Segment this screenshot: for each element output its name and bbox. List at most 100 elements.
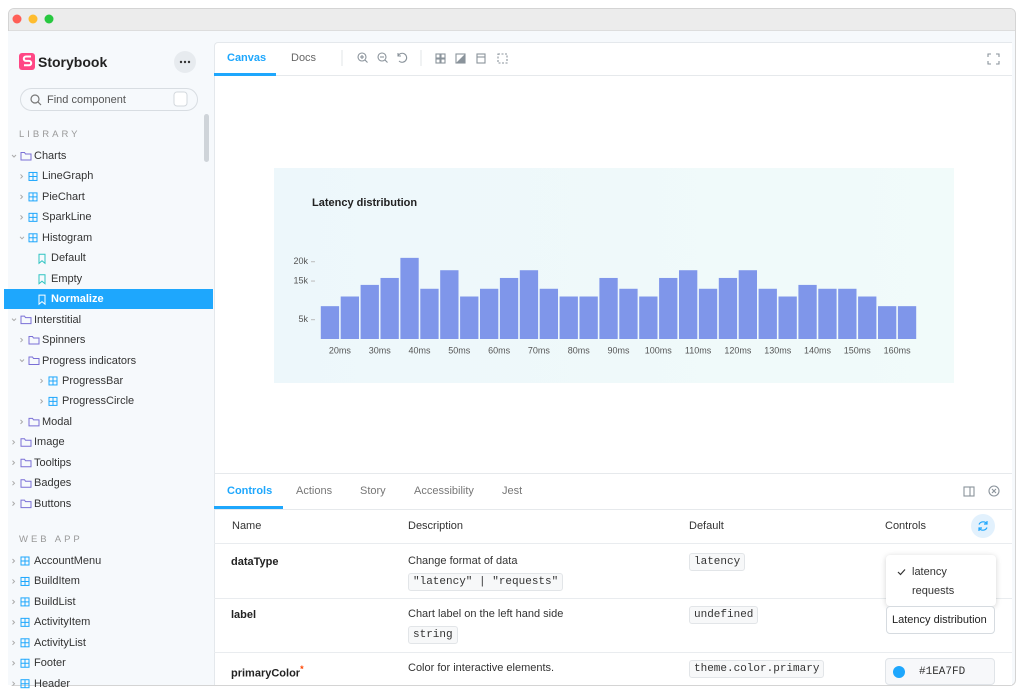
addon-tab[interactable]: Accessibility: [414, 485, 474, 497]
bar: [698, 288, 718, 339]
prop-description: Chart label on the left hand side: [408, 608, 564, 620]
dropdown-menu: [886, 555, 996, 606]
prop-default: theme.color.primary: [689, 660, 825, 678]
prop-default: latency: [689, 553, 746, 571]
addon-tab[interactable]: Controls: [227, 485, 273, 497]
dropdown-option[interactable]: requests: [912, 585, 955, 597]
bar: [340, 296, 360, 339]
bar: [818, 288, 837, 339]
tree-item[interactable]: PieChart: [42, 190, 85, 203]
tree-item[interactable]: ActivityItem: [34, 616, 91, 629]
bar: [897, 306, 917, 339]
tree-item[interactable]: Modal: [42, 415, 72, 428]
x-tick-label: 140ms: [804, 345, 832, 355]
bar: [420, 288, 439, 339]
title-bar: [9, 9, 1015, 31]
tree-item[interactable]: AccountMenu: [34, 555, 102, 567]
tree-item[interactable]: BuildList: [34, 595, 76, 608]
selected-row[interactable]: [4, 289, 213, 309]
x-tick-label: 150ms: [844, 345, 872, 355]
x-tick-label: 90ms: [607, 345, 630, 355]
bar: [400, 257, 419, 339]
label-input[interactable]: [886, 606, 995, 634]
section-heading: LIBRARY: [19, 129, 81, 140]
tree-item[interactable]: Spinners: [42, 334, 86, 347]
x-tick-label: 160ms: [884, 345, 912, 355]
x-tick-label: 100ms: [645, 345, 673, 355]
prop-name: dataType: [231, 556, 279, 568]
toolbar-tab[interactable]: Docs: [291, 52, 317, 64]
toolbar-tab[interactable]: Canvas: [227, 52, 267, 64]
x-tick-label: 20ms: [329, 345, 352, 355]
prop-description: Change format of data: [408, 555, 518, 567]
tree-item[interactable]: Normalize: [51, 293, 104, 306]
bar: [659, 277, 678, 339]
bar: [579, 296, 598, 339]
brand-name: Storybook: [38, 54, 108, 70]
tree-item[interactable]: Footer: [34, 657, 66, 670]
bar: [877, 306, 897, 339]
bar: [499, 277, 519, 339]
tree-item[interactable]: SparkLine: [42, 211, 92, 224]
row-divider: [214, 652, 1012, 653]
prop-name: primaryColor*: [231, 664, 304, 680]
x-tick-label: 50ms: [448, 345, 471, 355]
tree-item[interactable]: Interstitial: [34, 313, 82, 326]
bar: [440, 270, 459, 339]
bar: [479, 288, 499, 339]
tree-item[interactable]: Buttons: [34, 497, 72, 510]
prop-type: string: [408, 626, 458, 644]
addon-tab[interactable]: Actions: [296, 485, 333, 497]
bar: [519, 270, 539, 339]
addon-tab[interactable]: Story: [360, 485, 386, 497]
tree-item[interactable]: Header: [34, 677, 71, 690]
row-divider: [214, 543, 1012, 544]
tree-item[interactable]: ProgressBar: [62, 374, 124, 387]
tree-item[interactable]: ActivityList: [34, 636, 86, 649]
search-placeholder: Find component: [47, 94, 126, 106]
tree-item[interactable]: Tooltips: [34, 456, 72, 469]
tree-item[interactable]: Badges: [34, 477, 72, 490]
bar: [678, 270, 698, 339]
tree-item[interactable]: ProgressCircle: [62, 395, 135, 408]
bar: [758, 288, 777, 339]
x-tick-label: 110ms: [685, 345, 712, 355]
column-header: Description: [408, 520, 464, 532]
prop-description: Color for interactive elements.: [408, 662, 555, 674]
bar: [559, 296, 578, 339]
bar: [798, 284, 817, 339]
search-box[interactable]: [20, 88, 198, 111]
bar: [539, 288, 559, 339]
tree-item[interactable]: Default: [51, 252, 86, 265]
tree-item[interactable]: Empty: [51, 272, 83, 285]
bar: [599, 277, 618, 339]
y-tick-label: 20k: [293, 256, 308, 266]
bar: [460, 296, 479, 339]
addon-tab-border: [214, 509, 1012, 510]
bar: [380, 277, 399, 339]
tree-item[interactable]: Histogram: [42, 231, 93, 244]
section-heading: WEB APP: [19, 534, 83, 545]
bar: [858, 296, 877, 339]
addon-tab[interactable]: Jest: [502, 485, 523, 497]
x-tick-label: 80ms: [568, 345, 591, 355]
dropdown-option[interactable]: latency: [912, 566, 947, 578]
x-tick-label: 130ms: [764, 345, 792, 355]
chart: Latency distribution 5k 15k 20k 20ms 30ms 40ms…: [293, 197, 917, 355]
tree-item[interactable]: BuildItem: [34, 575, 80, 588]
y-tick-label: 15k: [293, 275, 308, 285]
canvas-tab-underline: [214, 73, 276, 76]
x-tick-label: 60ms: [488, 345, 511, 355]
label-input-value: Latency distribution: [892, 614, 987, 626]
bar: [838, 288, 857, 339]
tree-item[interactable]: Image: [34, 436, 65, 449]
x-tick-label: 120ms: [724, 345, 752, 355]
tree-item[interactable]: Charts: [34, 150, 67, 162]
toolbar-border: [214, 75, 1012, 76]
tree-item[interactable]: Progress indicators: [42, 354, 137, 367]
bar: [718, 277, 738, 339]
search-shortcut: /: [178, 93, 181, 104]
tree-item[interactable]: LineGraph: [42, 170, 94, 183]
row-divider: [214, 598, 1012, 599]
